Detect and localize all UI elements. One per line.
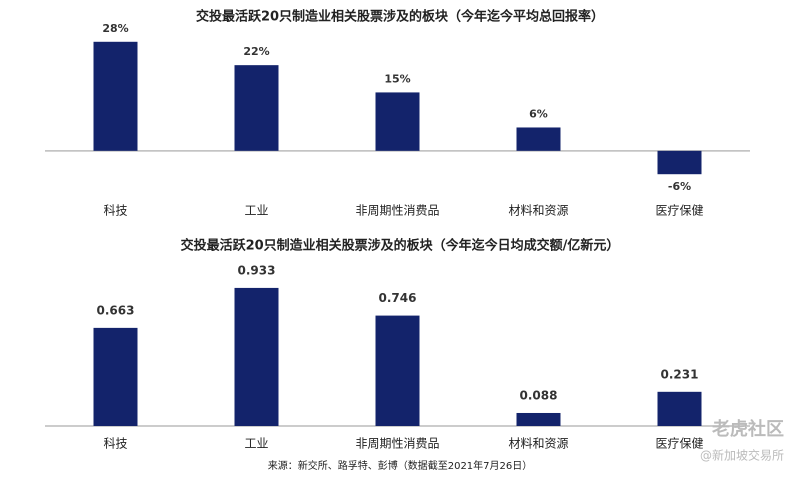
value-label: 0.663 xyxy=(97,303,135,317)
x-tick-label: 工业 xyxy=(244,204,268,218)
x-tick-label: 材料和资源 xyxy=(508,204,568,218)
x-tick-label: 非周期性消费品 xyxy=(355,437,439,451)
bar xyxy=(657,391,702,426)
value-label: 0.933 xyxy=(238,263,276,277)
bar xyxy=(234,65,279,151)
value-label: 0.231 xyxy=(661,367,699,381)
bar xyxy=(234,287,279,426)
value-label: 0.746 xyxy=(379,291,417,305)
bar xyxy=(93,327,138,426)
value-label: 22% xyxy=(243,45,269,58)
watermark: 老虎社区 xyxy=(712,418,784,440)
x-tick-label: 非周期性消费品 xyxy=(355,204,439,218)
x-tick-label: 医疗保健 xyxy=(655,437,703,451)
bar xyxy=(375,92,420,151)
bar xyxy=(375,315,420,426)
x-tick-label: 材料和资源 xyxy=(508,437,568,451)
bar xyxy=(657,150,702,175)
chart-title: 交投最活跃20只制造业相关股票涉及的板块（今年迄今平均总回报率） xyxy=(196,9,604,25)
x-tick-label: 医疗保健 xyxy=(655,204,703,218)
value-label: 6% xyxy=(529,107,548,120)
value-label: 0.088 xyxy=(520,388,558,402)
x-tick-label: 科技 xyxy=(103,204,127,218)
value-label: 28% xyxy=(102,22,128,35)
bar xyxy=(93,41,138,151)
x-tick-label: 科技 xyxy=(103,437,127,451)
value-label: -6% xyxy=(668,180,691,193)
value-label: 15% xyxy=(384,72,410,85)
source-note: 来源：新交所、路孚特、彭博（数据截至2021年7月26日） xyxy=(268,459,533,472)
watermark: @新加坡交易所 xyxy=(700,448,784,463)
bar xyxy=(516,412,561,426)
bar xyxy=(516,127,561,151)
x-tick-label: 工业 xyxy=(244,437,268,451)
chart-title: 交投最活跃20只制造业相关股票涉及的板块（今年迄今日均成交额/亿新元） xyxy=(181,238,620,254)
